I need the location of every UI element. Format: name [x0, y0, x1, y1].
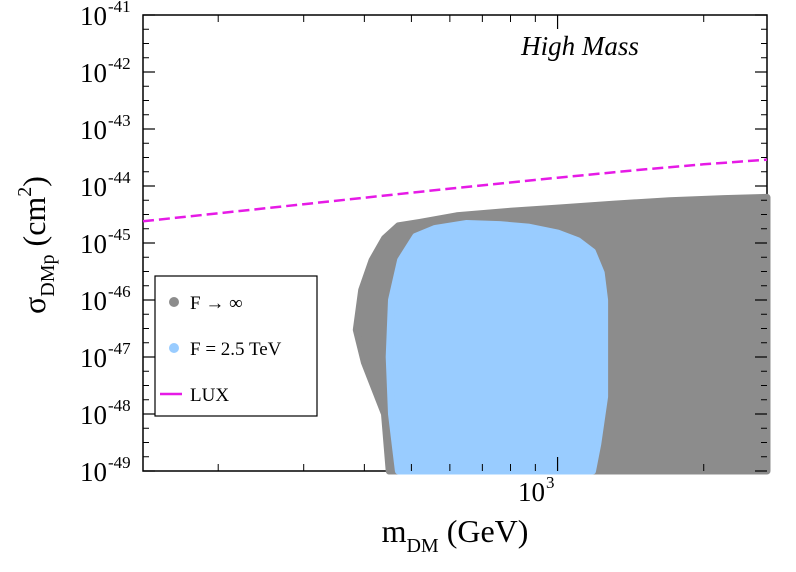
- legend-label-lux: LUX: [190, 385, 229, 406]
- y-tick-label-m43: 10-43: [80, 111, 131, 145]
- y-tick-label-m41: 10-41: [80, 0, 131, 31]
- line-lux: [142, 158, 768, 223]
- y-tick-label-m49: 10-49: [80, 453, 131, 487]
- legend-label-f-infinity: F → ∞: [190, 293, 243, 314]
- data-layer: [142, 158, 771, 475]
- y-tick-label-m48: 10-48: [80, 396, 131, 430]
- x-axis-label: mDM (GeV): [382, 513, 529, 557]
- legend-marker-f-infinity: [169, 297, 179, 307]
- y-tick-label-m46: 10-46: [80, 282, 131, 316]
- legend-box: [154, 275, 318, 417]
- x-tick-label-1000: 103: [518, 473, 555, 507]
- y-tick-label-m47: 10-47: [80, 339, 131, 373]
- region-f-2-5-tev: [385, 220, 609, 475]
- y-tick-label-m44: 10-44: [80, 168, 131, 202]
- legend-label-f-2-5-tev: F = 2.5 TeV: [190, 339, 282, 360]
- y-tick-label-m42: 10-42: [80, 54, 131, 88]
- tick-layer: [143, 14, 767, 472]
- legend: F → ∞ F = 2.5 TeV LUX: [154, 275, 318, 417]
- annotation-high-mass: High Mass: [520, 31, 639, 61]
- y-axis-label: σDMp (cm2): [14, 176, 59, 314]
- y-tick-labels: 10-41 10-42 10-43 10-44 10-45 10-46 10-47 10-48…: [80, 0, 131, 487]
- legend-marker-f-2-5-tev: [169, 343, 179, 353]
- y-tick-label-m45: 10-45: [80, 225, 131, 259]
